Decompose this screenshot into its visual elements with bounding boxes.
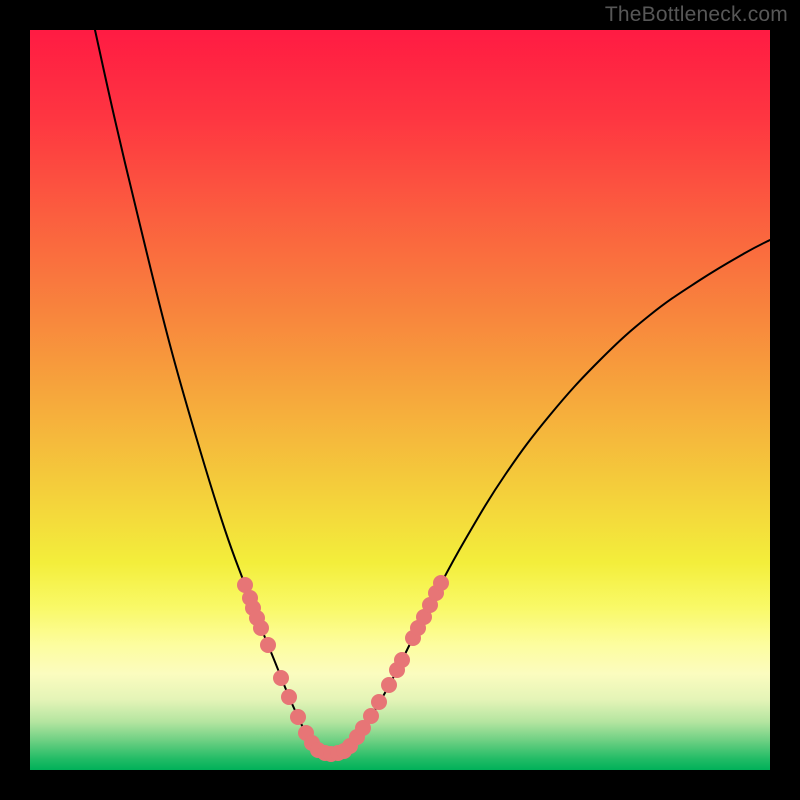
watermark-text: TheBottleneck.com (605, 3, 788, 27)
data-marker (253, 620, 269, 636)
data-marker (281, 689, 297, 705)
data-marker (433, 575, 449, 591)
data-marker (394, 652, 410, 668)
data-marker (273, 670, 289, 686)
data-marker (381, 677, 397, 693)
data-marker (260, 637, 276, 653)
data-marker (363, 708, 379, 724)
data-marker (290, 709, 306, 725)
data-marker (371, 694, 387, 710)
